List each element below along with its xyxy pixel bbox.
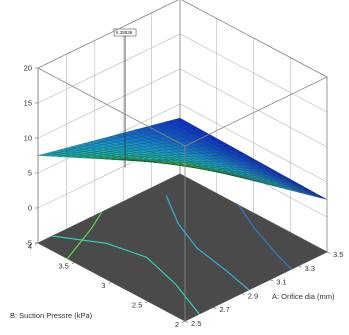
z-gridline-5 xyxy=(37,0,328,78)
x-tick-mark-0 xyxy=(184,320,189,323)
floor-plane xyxy=(37,173,328,322)
floor-fill xyxy=(37,173,328,322)
z-tick-label-2: 5 xyxy=(28,169,32,178)
x-tick-label-3: 3.1 xyxy=(276,278,286,287)
contour-line-1 xyxy=(165,195,250,291)
floor-contours xyxy=(52,195,292,315)
x-tick-mark-1 xyxy=(213,306,217,309)
y-tick-label-0: 2 xyxy=(175,320,179,329)
y-tick-mark-3 xyxy=(71,262,75,265)
y-tick-mark-4 xyxy=(34,242,39,245)
x-tick-label-5: 3.5 xyxy=(333,250,343,259)
y-tick-mark-0 xyxy=(181,320,186,323)
x-axis-label: A: Orifice dia (mm) xyxy=(272,292,335,301)
flag-marker: 6.38936 xyxy=(113,28,137,168)
y-axis-label: B: Suction Pressre (kPa) xyxy=(10,311,93,320)
y-tick-label-2: 3 xyxy=(101,281,105,290)
z-tick-label-5: 20 xyxy=(24,64,32,73)
x-axis-ticks: 2.5 2.7 2.9 3.1 3.3 3.5 xyxy=(184,250,343,328)
y-tick-label-1: 2.5 xyxy=(132,301,142,310)
surface-cell-21-0 xyxy=(313,194,328,200)
x-tick-mark-4 xyxy=(298,265,302,268)
z-gridline-4 xyxy=(37,33,328,113)
top-frame xyxy=(37,0,328,147)
x-tick-mark-2 xyxy=(241,293,245,296)
contour-line-2 xyxy=(238,204,292,270)
flag-box xyxy=(113,28,137,37)
flag-value-label: 6.38936 xyxy=(116,30,133,35)
x-tick-mark-3 xyxy=(270,279,274,282)
z-tick-label-0: -5 xyxy=(25,239,32,248)
contour-line-3 xyxy=(66,211,103,259)
z-tick-label-1: 0 xyxy=(28,204,32,213)
z-axis-ticks: -5 0 5 10 15 20 xyxy=(24,64,38,248)
contour-line-0 xyxy=(52,235,200,315)
x-tick-label-0: 2.5 xyxy=(191,319,201,328)
box-front-edges xyxy=(37,0,328,321)
x-tick-mark-5 xyxy=(326,251,331,254)
response-surface xyxy=(37,117,328,200)
y-tick-label-3: 3.5 xyxy=(58,262,68,271)
z-tick-label-4: 15 xyxy=(24,99,32,108)
x-tick-label-1: 2.7 xyxy=(219,305,229,314)
y-axis-ticks: 2 2.5 3 3.5 4 xyxy=(28,242,186,329)
z-tick-label-3: 10 xyxy=(24,134,32,143)
y-tick-mark-2 xyxy=(108,281,112,284)
y-tick-mark-1 xyxy=(145,301,149,304)
x-tick-label-2: 2.9 xyxy=(248,291,258,300)
x-tick-label-4: 3.3 xyxy=(305,264,315,273)
y-tick-label-4: 4 xyxy=(28,242,32,251)
